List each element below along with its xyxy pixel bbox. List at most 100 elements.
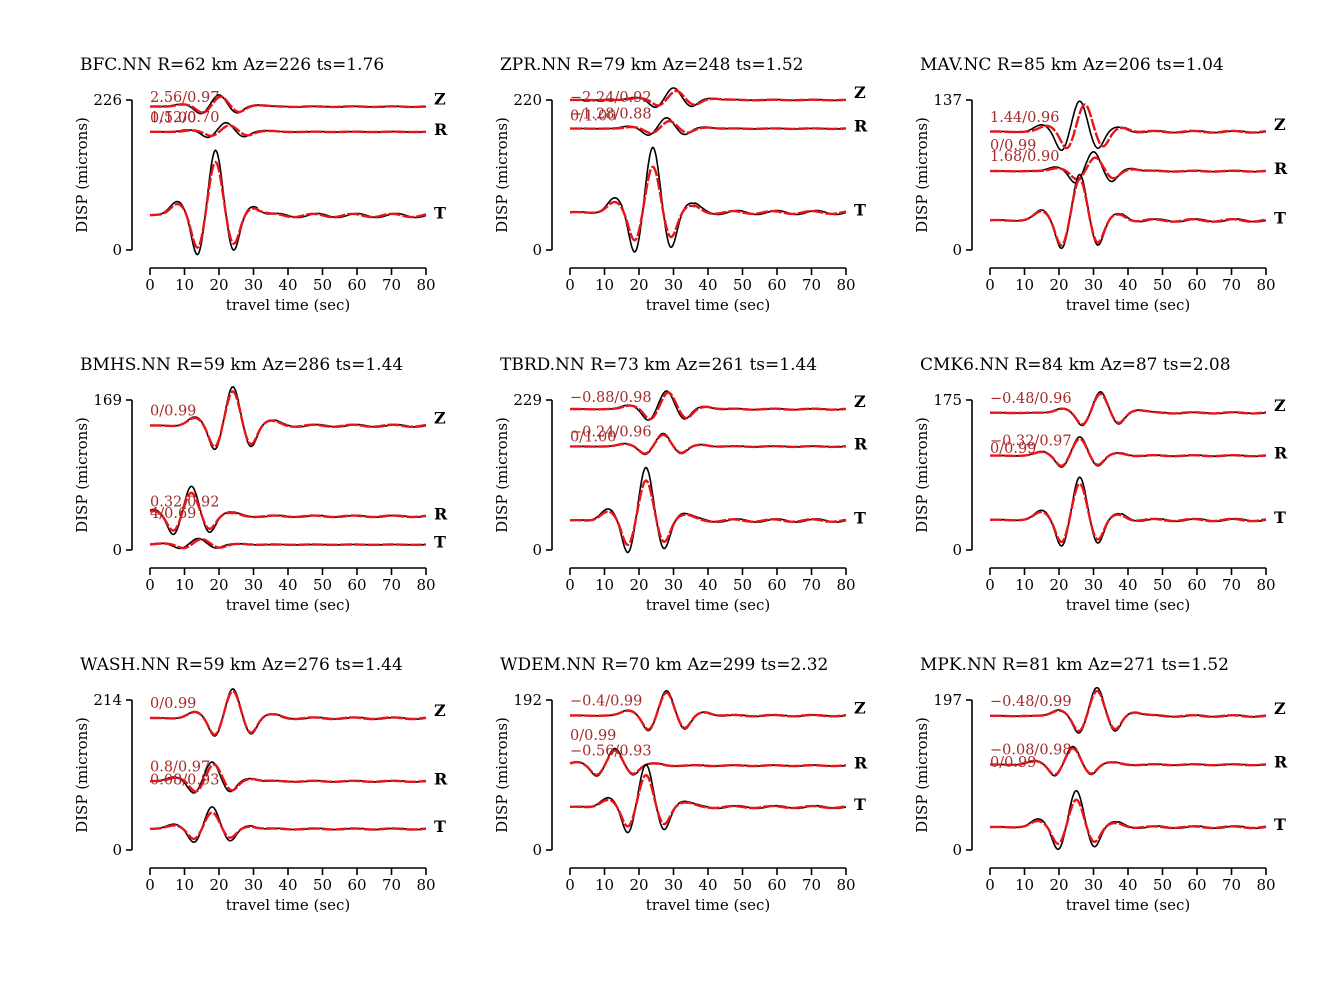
x-tick-label: 80 bbox=[416, 876, 435, 894]
x-tick-label: 70 bbox=[382, 876, 401, 894]
component-label: T bbox=[854, 795, 866, 814]
synthetic-trace-R bbox=[570, 433, 846, 455]
x-tick-label: 30 bbox=[244, 576, 263, 594]
panel-8: WDEM.NN R=70 km Az=299 ts=2.32 DISP (micr… bbox=[493, 655, 868, 914]
x-tick-label: 80 bbox=[836, 276, 855, 294]
observed-trace-T bbox=[570, 466, 847, 554]
x-tick-label: 30 bbox=[664, 576, 683, 594]
x-tick-label: 40 bbox=[278, 576, 297, 594]
component-label: Z bbox=[1274, 396, 1286, 415]
x-tick-label: 80 bbox=[416, 276, 435, 294]
x-tick-label: 60 bbox=[767, 276, 786, 294]
observed-trace-T bbox=[569, 146, 847, 253]
x-tick-label: 60 bbox=[767, 576, 786, 594]
synthetic-trace-Z bbox=[990, 103, 1267, 150]
trace-annotation: −0.48/0.99 bbox=[990, 694, 1072, 710]
x-tick-label: 50 bbox=[733, 276, 752, 294]
x-tick-label: 20 bbox=[209, 276, 228, 294]
y-tick-label: 0 bbox=[112, 241, 122, 259]
x-tick-label: 10 bbox=[595, 576, 614, 594]
x-tick-label: 60 bbox=[347, 276, 366, 294]
trace-annotation: 0/1.00 bbox=[570, 429, 616, 445]
trace-annotation: 0/0.99 bbox=[990, 138, 1036, 154]
synthetic-trace-T bbox=[149, 160, 427, 249]
component-label: T bbox=[854, 201, 866, 220]
x-tick-label: 30 bbox=[664, 276, 683, 294]
x-tick-label: 10 bbox=[1015, 576, 1034, 594]
synthetic-trace-Z bbox=[150, 390, 427, 448]
synthetic-trace-R bbox=[149, 491, 427, 532]
x-axis-label: travel time (sec) bbox=[226, 896, 350, 914]
component-label: Z bbox=[854, 699, 866, 718]
y-axis-label: DISP (microns) bbox=[913, 417, 931, 533]
x-tick-label: 40 bbox=[278, 276, 297, 294]
x-tick-label: 70 bbox=[382, 276, 401, 294]
x-tick-label: 10 bbox=[175, 576, 194, 594]
x-tick-label: 50 bbox=[313, 576, 332, 594]
y-tick-label: 0 bbox=[532, 841, 542, 859]
x-tick-label: 60 bbox=[1187, 276, 1206, 294]
synthetic-trace-R bbox=[990, 747, 1267, 776]
synthetic-trace-T bbox=[570, 479, 847, 547]
panel-title: WDEM.NN R=70 km Az=299 ts=2.32 bbox=[500, 655, 828, 675]
synthetic-trace-T bbox=[990, 178, 1267, 247]
trace-annotation: −0.56/0.93 bbox=[570, 744, 652, 760]
y-tick-label: 137 bbox=[933, 91, 962, 109]
panel-title: CMK6.NN R=84 km Az=87 ts=2.08 bbox=[920, 355, 1231, 375]
y-tick-label: 0 bbox=[532, 541, 542, 559]
y-tick-label: 0 bbox=[112, 541, 122, 559]
synthetic-trace-T bbox=[149, 811, 427, 841]
x-tick-label: 60 bbox=[767, 876, 786, 894]
y-axis-label: DISP (microns) bbox=[493, 117, 511, 233]
x-tick-label: 0 bbox=[145, 276, 155, 294]
synthetic-trace-R bbox=[150, 763, 426, 793]
panel-5: TBRD.NN R=73 km Az=261 ts=1.44 DISP (micr… bbox=[493, 355, 868, 614]
trace-annotation: −0.48/0.96 bbox=[990, 391, 1072, 407]
trace-annotation: 0/0.99 bbox=[150, 404, 196, 420]
y-tick-label: 226 bbox=[93, 91, 122, 109]
component-label: R bbox=[1274, 753, 1288, 772]
x-axis-label: travel time (sec) bbox=[646, 296, 770, 314]
trace-annotation: 0/0.99 bbox=[150, 696, 196, 712]
component-label: Z bbox=[854, 83, 866, 102]
x-tick-label: 60 bbox=[347, 576, 366, 594]
x-tick-label: 0 bbox=[145, 576, 155, 594]
trace-annotation: 0.32/0.92 bbox=[150, 494, 219, 510]
x-tick-label: 20 bbox=[1049, 576, 1068, 594]
x-tick-label: 20 bbox=[629, 876, 648, 894]
x-tick-label: 10 bbox=[595, 876, 614, 894]
x-axis-label: travel time (sec) bbox=[1066, 296, 1190, 314]
component-label: R bbox=[854, 754, 868, 773]
x-tick-label: 60 bbox=[1187, 576, 1206, 594]
y-tick-label: 0 bbox=[952, 541, 962, 559]
panel-title: TBRD.NN R=73 km Az=261 ts=1.44 bbox=[500, 355, 817, 375]
panel-2: ZPR.NN R=79 km Az=248 ts=1.52 DISP (micro… bbox=[493, 55, 868, 314]
x-tick-label: 10 bbox=[1015, 876, 1034, 894]
component-label: Z bbox=[434, 409, 446, 428]
observed-trace-T bbox=[570, 763, 847, 834]
observed-trace-T bbox=[990, 173, 1267, 250]
synthetic-trace-Z bbox=[990, 689, 1267, 733]
trace-annotation: −0.24/0.96 bbox=[570, 425, 652, 441]
x-axis-label: travel time (sec) bbox=[226, 596, 350, 614]
component-label: T bbox=[1274, 208, 1286, 227]
trace-annotation: 1.44/0.96 bbox=[990, 110, 1059, 126]
x-tick-label: 30 bbox=[244, 276, 263, 294]
x-tick-label: 40 bbox=[1118, 876, 1137, 894]
x-tick-label: 70 bbox=[802, 576, 821, 594]
y-tick-label: 175 bbox=[933, 391, 962, 409]
x-tick-label: 50 bbox=[733, 876, 752, 894]
y-axis-label: DISP (microns) bbox=[913, 117, 931, 233]
y-axis-label: DISP (microns) bbox=[73, 417, 91, 533]
trace-annotation: −1.28/0.88 bbox=[570, 107, 652, 123]
x-tick-label: 40 bbox=[1118, 576, 1137, 594]
x-tick-label: 30 bbox=[1084, 576, 1103, 594]
panel-title: MPK.NN R=81 km Az=271 ts=1.52 bbox=[920, 655, 1229, 675]
x-tick-label: 10 bbox=[1015, 276, 1034, 294]
trace-annotation: −0.32/0.97 bbox=[990, 434, 1072, 450]
synthetic-trace-T bbox=[570, 773, 847, 828]
component-label: R bbox=[434, 769, 448, 788]
observed-trace-T bbox=[149, 149, 427, 256]
y-axis-label: DISP (microns) bbox=[913, 717, 931, 833]
component-label: R bbox=[1274, 159, 1288, 178]
